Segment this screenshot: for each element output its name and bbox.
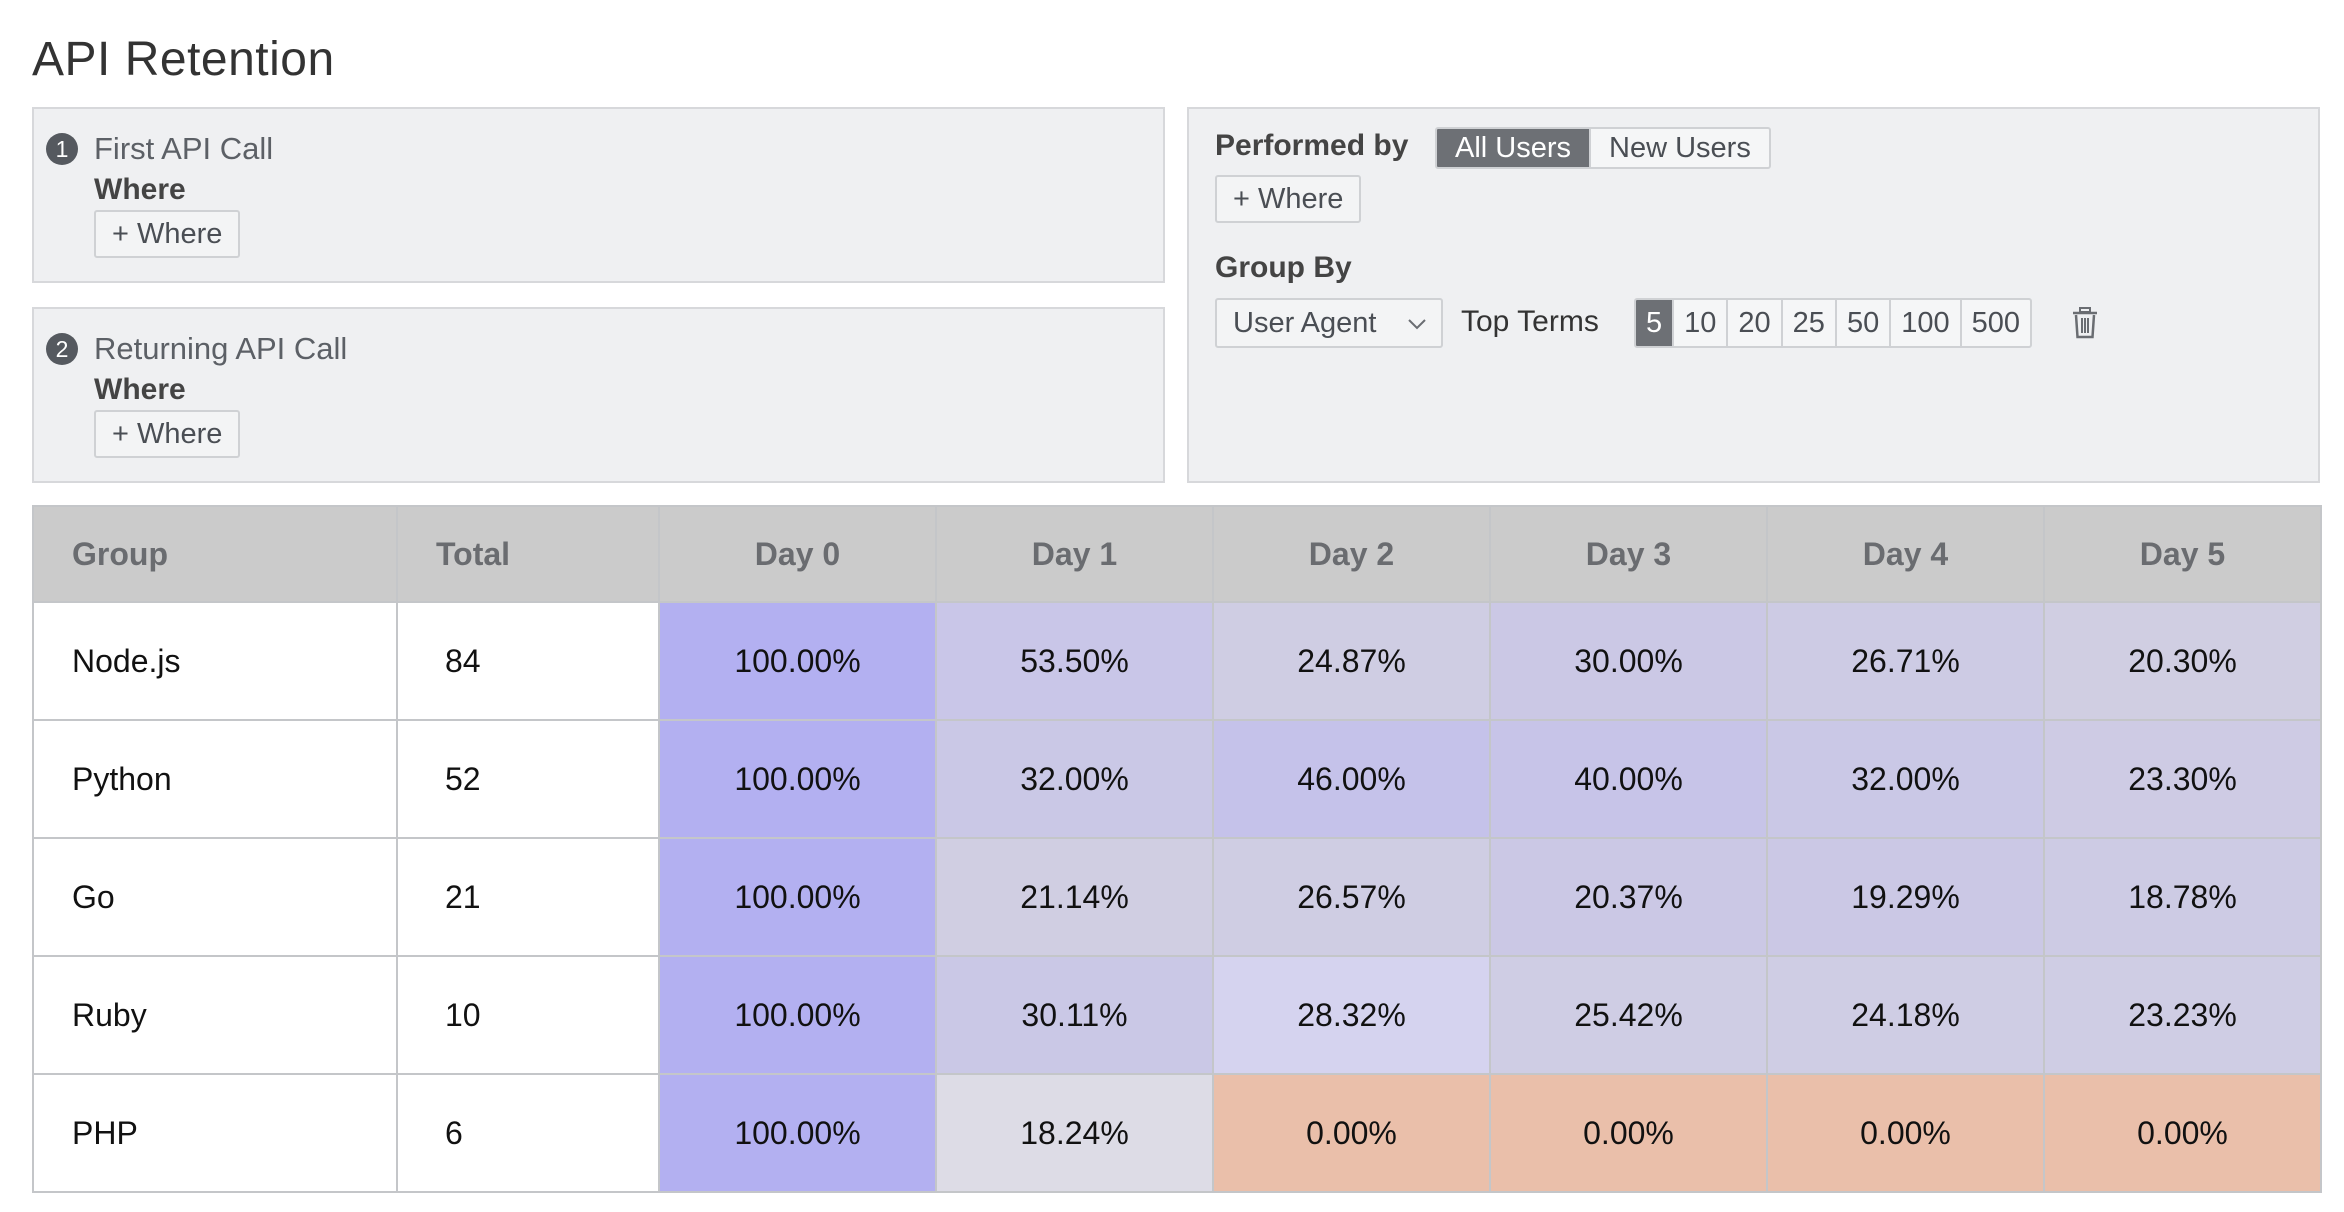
top-terms-option-5[interactable]: 5 (1636, 300, 1675, 346)
retention-cell[interactable]: 26.71% (1766, 601, 2045, 721)
top-terms-option-20[interactable]: 20 (1728, 300, 1783, 346)
retention-cell[interactable]: 100.00% (658, 955, 937, 1075)
retention-cell[interactable]: 23.30% (2043, 719, 2322, 839)
total-cell: 6 (396, 1073, 660, 1193)
returning-event-add-where-button[interactable]: + Where (94, 410, 241, 458)
group-by-select[interactable]: User Agent (1215, 298, 1443, 348)
retention-cell[interactable]: 23.23% (2043, 955, 2322, 1075)
performed-by-label: Performed by (1215, 129, 1409, 162)
column-header-day-4[interactable]: Day 4 (1766, 505, 2045, 603)
retention-cell[interactable]: 100.00% (658, 601, 937, 721)
retention-cell[interactable]: 18.24% (935, 1073, 1214, 1193)
top-terms-option-25[interactable]: 25 (1783, 300, 1837, 346)
returning-event-where-label: Where (94, 373, 186, 406)
trash-icon[interactable] (2071, 307, 2099, 339)
column-header-day-0[interactable]: Day 0 (658, 505, 937, 603)
column-header-day-3[interactable]: Day 3 (1489, 505, 1768, 603)
first-event-add-where-button[interactable]: + Where (94, 210, 241, 258)
first-event-panel: 1 First API Call Where + Where (32, 107, 1165, 283)
retention-cell[interactable]: 0.00% (2043, 1073, 2322, 1193)
total-cell: 10 (396, 955, 660, 1075)
total-cell: 21 (396, 837, 660, 957)
first-event-name[interactable]: First API Call (94, 131, 274, 166)
table-row: Ruby 10 100.00% 30.11% 28.32% 25.42% 24.… (32, 955, 2322, 1075)
retention-cell[interactable]: 100.00% (658, 719, 937, 839)
retention-table: Group Total Day 0 Day 1 Day 2 Day 3 Day … (32, 505, 2322, 1193)
retention-cell[interactable]: 32.00% (935, 719, 1214, 839)
column-header-day-1[interactable]: Day 1 (935, 505, 1214, 603)
retention-cell[interactable]: 30.00% (1489, 601, 1768, 721)
retention-cell[interactable]: 53.50% (935, 601, 1214, 721)
column-header-day-5[interactable]: Day 5 (2043, 505, 2322, 603)
chevron-down-icon (1408, 319, 1426, 330)
retention-cell[interactable]: 28.32% (1212, 955, 1491, 1075)
returning-event-panel: 2 Returning API Call Where + Where (32, 307, 1165, 483)
retention-cell[interactable]: 0.00% (1489, 1073, 1768, 1193)
column-header-total[interactable]: Total (396, 505, 660, 603)
retention-cell[interactable]: 100.00% (658, 837, 937, 957)
top-terms-option-500[interactable]: 500 (1971, 306, 2020, 339)
returning-event-name[interactable]: Returning API Call (94, 331, 348, 366)
group-cell: Go (32, 837, 398, 957)
table-row: Python 52 100.00% 32.00% 46.00% 40.00% 3… (32, 719, 2322, 839)
top-terms-option-50[interactable]: 50 (1837, 300, 1892, 346)
retention-cell[interactable]: 20.37% (1489, 837, 1768, 957)
retention-cell[interactable]: 24.87% (1212, 601, 1491, 721)
retention-cell[interactable]: 0.00% (1766, 1073, 2045, 1193)
retention-cell[interactable]: 40.00% (1489, 719, 1768, 839)
performed-by-add-where-button[interactable]: + Where (1215, 175, 1362, 223)
total-cell: 84 (396, 601, 660, 721)
column-header-day-2[interactable]: Day 2 (1212, 505, 1491, 603)
group-cell: Ruby (32, 955, 398, 1075)
retention-cell[interactable]: 20.30% (2043, 601, 2322, 721)
step-1-badge-icon: 1 (46, 133, 78, 165)
step-2-badge-icon: 2 (46, 333, 78, 365)
user-filter-toggle: All Users New Users (1435, 127, 1771, 169)
page-title: API Retention (32, 33, 335, 86)
retention-cell[interactable]: 30.11% (935, 955, 1214, 1075)
retention-cell[interactable]: 0.00% (1212, 1073, 1491, 1193)
retention-cell[interactable]: 25.42% (1489, 955, 1768, 1075)
retention-cell[interactable]: 100.00% (658, 1073, 937, 1193)
retention-cell[interactable]: 46.00% (1212, 719, 1491, 839)
table-row: Go 21 100.00% 21.14% 26.57% 20.37% 19.29… (32, 837, 2322, 957)
table-header-row: Group Total Day 0 Day 1 Day 2 Day 3 Day … (32, 505, 2322, 603)
retention-cell[interactable]: 21.14% (935, 837, 1214, 957)
retention-cell[interactable]: 18.78% (2043, 837, 2322, 957)
total-cell: 52 (396, 719, 660, 839)
group-cell: Python (32, 719, 398, 839)
group-cell: PHP (32, 1073, 398, 1193)
new-users-option[interactable]: New Users (1609, 131, 1751, 164)
first-event-where-label: Where (94, 173, 186, 206)
top-terms-selector: 5 10 20 25 50 100 500 (1634, 298, 2032, 348)
group-cell: Node.js (32, 601, 398, 721)
retention-cell[interactable]: 32.00% (1766, 719, 2045, 839)
retention-cell[interactable]: 19.29% (1766, 837, 2045, 957)
settings-panel: Performed by All Users New Users + Where… (1187, 107, 2320, 483)
top-terms-label: Top Terms (1461, 305, 1599, 338)
retention-cell[interactable]: 24.18% (1766, 955, 2045, 1075)
retention-cell[interactable]: 26.57% (1212, 837, 1491, 957)
top-terms-option-10[interactable]: 10 (1674, 300, 1729, 346)
table-row: Node.js 84 100.00% 53.50% 24.87% 30.00% … (32, 601, 2322, 721)
group-by-value: User Agent (1233, 306, 1377, 339)
top-terms-option-100[interactable]: 100 (1891, 300, 1962, 346)
column-header-group[interactable]: Group (32, 505, 398, 603)
all-users-option[interactable]: All Users (1437, 129, 1592, 167)
table-row: PHP 6 100.00% 18.24% 0.00% 0.00% 0.00% 0… (32, 1073, 2322, 1193)
group-by-label: Group By (1215, 251, 1352, 284)
